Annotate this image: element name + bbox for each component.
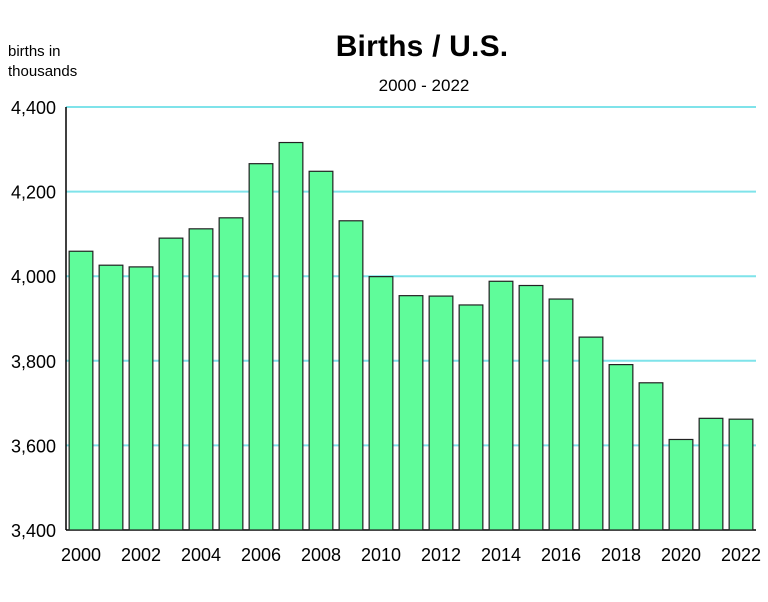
x-tick-label: 2006 (241, 545, 281, 565)
bar-2007 (278, 141, 304, 531)
x-tick-label: 2008 (301, 545, 341, 565)
x-tick-label: 2012 (421, 545, 461, 565)
bar-2009 (338, 220, 364, 531)
x-tick-label: 2018 (601, 545, 641, 565)
bar-2002 (128, 266, 154, 531)
bar-2022 (728, 418, 754, 531)
x-tick-label: 2014 (481, 545, 521, 565)
bar-2019 (638, 382, 664, 531)
bar-2021 (698, 417, 724, 531)
y-axis-label-line1: births in (8, 43, 61, 60)
x-tick-label: 2016 (541, 545, 581, 565)
y-axis-label: births in thousands (8, 42, 77, 82)
x-tick-label: 2004 (181, 545, 221, 565)
bar-2005 (218, 217, 244, 531)
bar-2013 (458, 304, 484, 531)
bar-2015 (518, 284, 544, 531)
x-tick-label: 2020 (661, 545, 701, 565)
x-tick-label: 2022 (721, 545, 761, 565)
y-tick-label: 4,400 (11, 98, 56, 118)
y-tick-label: 4,200 (11, 183, 56, 203)
bar-2014 (488, 280, 514, 531)
bar-2011 (398, 295, 424, 531)
x-tick-label: 2000 (61, 545, 101, 565)
bar-2020 (668, 438, 694, 531)
bar-2010 (368, 276, 394, 531)
bar-2012 (428, 295, 454, 531)
bar-2000 (68, 250, 94, 531)
bar-2006 (248, 163, 274, 531)
bar-2003 (158, 237, 184, 531)
bar-2001 (98, 264, 124, 531)
y-tick-label: 3,600 (11, 436, 56, 456)
x-tick-label: 2010 (361, 545, 401, 565)
y-tick-label: 3,800 (11, 352, 56, 372)
y-axis-label-line2: thousands (8, 63, 78, 80)
bar-2008 (308, 170, 334, 531)
bar-2016 (548, 298, 574, 531)
chart-title: Births / U.S. (335, 30, 509, 63)
bar-2017 (578, 336, 604, 531)
y-tick-label: 4,000 (11, 267, 56, 287)
chart-subtitle: 2000 - 2022 (378, 76, 470, 95)
bar-2004 (188, 228, 214, 531)
bar-2018 (608, 364, 634, 531)
x-tick-label: 2002 (121, 545, 161, 565)
y-tick-label: 3,400 (11, 521, 56, 541)
